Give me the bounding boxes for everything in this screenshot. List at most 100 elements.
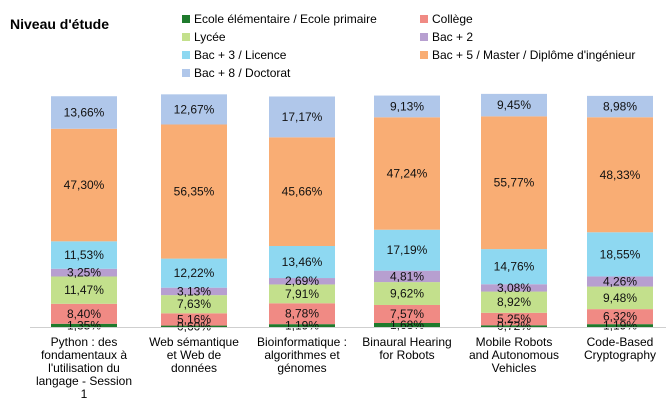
data-label: 1,35% — [67, 318, 101, 332]
bar-segment-bac-8-doctorat — [481, 93, 547, 117]
legend-item-college: Collège — [420, 12, 473, 27]
legend-swatch — [182, 51, 190, 59]
data-label: 47,30% — [64, 178, 105, 192]
bar-stack-5 — [481, 93, 547, 327]
data-label: 3,08% — [497, 281, 531, 295]
legend-swatch — [420, 33, 428, 41]
legend-label: Lycée — [194, 30, 226, 44]
bar-segment-lycee — [587, 286, 653, 310]
bar-stack-3 — [269, 96, 335, 327]
bar-segment-college — [51, 303, 117, 324]
bar-segment-bac-3-licence — [161, 258, 227, 288]
bar-segment-bac-2 — [374, 270, 440, 283]
bar-segment-lycee — [51, 276, 117, 304]
legend-item-bac-2: Bac + 2 — [420, 30, 473, 45]
category-label: Code-Based Cryptography — [584, 335, 656, 362]
data-label: 7,63% — [177, 297, 211, 311]
bar-segment-bac-2 — [481, 284, 547, 292]
data-label: 8,78% — [285, 307, 319, 321]
legend-label: Bac + 3 / Licence — [194, 48, 287, 62]
data-label: 4,81% — [390, 269, 424, 283]
data-label: 4,26% — [603, 274, 637, 288]
bar-segment-college — [161, 313, 227, 326]
bar-segment-bac-3-licence — [587, 232, 653, 277]
bar-segment-bac-3-licence — [51, 241, 117, 269]
category-label: Mobile Robots and Autonomous Vehicles — [469, 335, 559, 375]
bar-segment-ecole-elementaire-ecole-primaire — [51, 323, 117, 327]
legend-swatch — [182, 69, 190, 77]
category-label: Web sémantique et Web de données — [149, 335, 239, 375]
bar-segment-bac-3-licence — [481, 249, 547, 285]
bar-segment-lycee — [269, 284, 335, 304]
bar-segment-lycee — [374, 282, 440, 305]
bar-segment-college — [481, 312, 547, 326]
data-label: 11,47% — [64, 283, 104, 297]
bar-segment-bac-2 — [51, 268, 117, 277]
legend-swatch — [420, 51, 428, 59]
chart-title: Niveau d'étude — [10, 16, 110, 32]
legend-label: Ecole élémentaire / Ecole primaire — [194, 12, 377, 26]
bar-segment-bac-5-master-diplome-d-ingenieur — [269, 137, 335, 247]
bar-segment-bac-5-master-diplome-d-ingenieur — [374, 117, 440, 230]
legend-label: Bac + 8 / Doctorat — [194, 66, 291, 80]
bar-segment-bac-2 — [587, 276, 653, 287]
data-label: 17,17% — [282, 110, 323, 124]
bar-stack-2 — [161, 94, 227, 327]
data-label: 11,53% — [64, 248, 104, 262]
bar-segment-ecole-elementaire-ecole-primaire — [587, 324, 653, 327]
bar-segment-bac-8-doctorat — [51, 96, 117, 129]
bar-stack-4 — [374, 95, 440, 327]
bar-segment-ecole-elementaire-ecole-primaire — [161, 325, 227, 327]
data-label: 9,48% — [603, 291, 637, 305]
category-label: Bioinformatique : algorithmes et génomes — [257, 335, 347, 375]
bar-segment-ecole-elementaire-ecole-primaire — [269, 324, 335, 327]
bar-segment-college — [374, 304, 440, 324]
bar-segment-college — [587, 309, 653, 325]
bar-segment-lycee — [481, 291, 547, 313]
data-label: 0,72% — [497, 319, 531, 333]
data-label: 13,66% — [64, 105, 105, 119]
bar-segment-bac-8-doctorat — [374, 95, 440, 118]
bar-segment-bac-8-doctorat — [269, 96, 335, 138]
data-label: 1,19% — [285, 319, 319, 333]
data-label: 3,25% — [67, 266, 101, 280]
legend-swatch — [182, 33, 190, 41]
legend: Ecole élémentaire / Ecole primaire Collèg… — [182, 12, 662, 84]
data-label: 1,68% — [390, 318, 424, 332]
data-label: 3,13% — [177, 284, 211, 298]
data-label: 17,19% — [387, 243, 428, 257]
bar-segment-bac-5-master-diplome-d-ingenieur — [161, 124, 227, 259]
category-label: Binaural Hearing for Robots — [362, 335, 451, 362]
legend-label: Collège — [432, 12, 473, 26]
data-label: 14,76% — [494, 260, 535, 274]
data-label: 55,77% — [494, 176, 535, 190]
legend-item-bac-5-master-diplome-d-ingenieur: Bac + 5 / Master / Diplôme d'ingénieur — [420, 48, 635, 63]
data-label: 0,60% — [177, 319, 211, 333]
data-label: 48,33% — [600, 168, 641, 182]
bar-segment-college — [269, 303, 335, 325]
bar-segment-bac-3-licence — [374, 229, 440, 271]
data-label: 12,22% — [174, 266, 215, 280]
bar-segment-bac-2 — [269, 278, 335, 285]
legend-item-bac-8-doctorat: Bac + 8 / Doctorat — [182, 66, 290, 81]
legend-label: Bac + 2 — [432, 30, 474, 44]
data-label: 5,25% — [497, 312, 531, 326]
bar-segment-bac-5-master-diplome-d-ingenieur — [51, 128, 117, 242]
legend-item-bac-3-licence: Bac + 3 / Licence — [182, 48, 286, 63]
data-label: 56,35% — [174, 185, 215, 199]
bar-segment-bac-3-licence — [269, 246, 335, 279]
data-label: 9,62% — [390, 287, 424, 301]
data-label: 1,19% — [603, 319, 637, 333]
bar-segment-bac-5-master-diplome-d-ingenieur — [587, 117, 653, 233]
data-label: 2,69% — [285, 274, 319, 288]
bar-segment-lycee — [161, 295, 227, 314]
bar-segment-bac-2 — [161, 287, 227, 296]
data-label: 18,55% — [600, 247, 641, 261]
data-label: 6,32% — [603, 310, 637, 324]
data-label: 9,45% — [497, 98, 531, 112]
bar-segment-ecole-elementaire-ecole-primaire — [481, 325, 547, 327]
data-label: 5,16% — [177, 312, 211, 326]
legend-label: Bac + 5 / Master / Diplôme d'ingénieur — [432, 48, 636, 62]
bar-stack-6 — [587, 95, 653, 327]
